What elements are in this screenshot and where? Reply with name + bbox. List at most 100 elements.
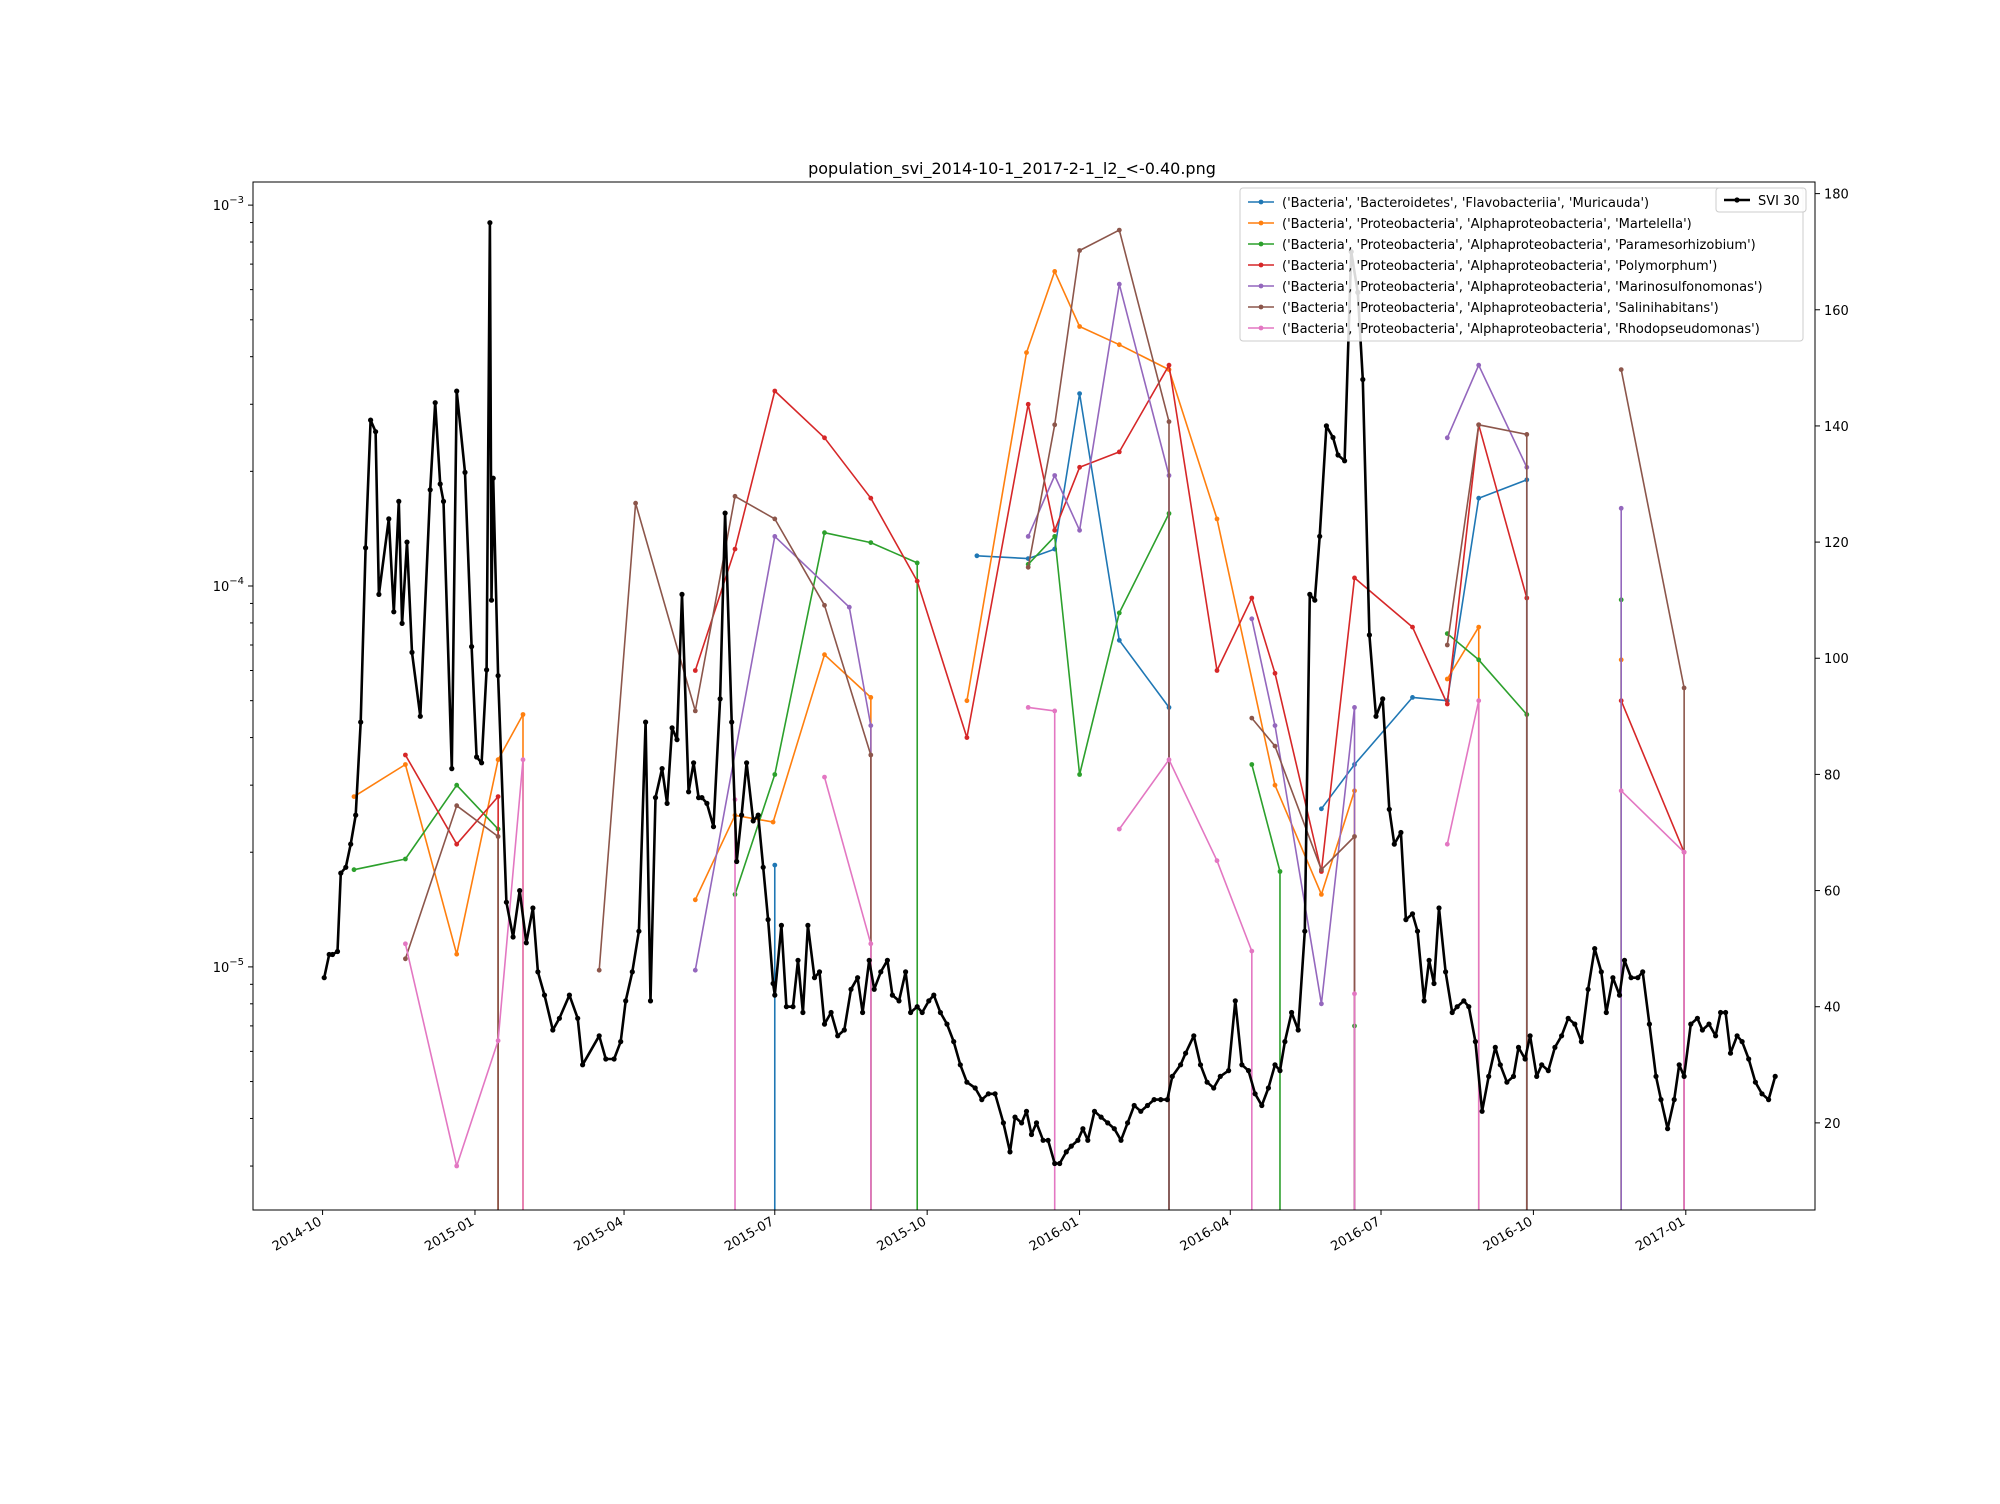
svi-point: [896, 998, 902, 1004]
svi-point: [964, 1079, 970, 1085]
svi-point: [1515, 1044, 1522, 1050]
svi-legend-label: SVI 30: [1758, 194, 1800, 209]
svi-point: [1118, 1137, 1124, 1143]
svi-point: [1045, 1137, 1051, 1143]
svi-point: [1492, 1044, 1498, 1050]
svi-point: [1342, 458, 1348, 464]
legend-marker: [1258, 262, 1264, 268]
series-2-point: [1116, 610, 1122, 616]
series-1-point: [770, 819, 776, 825]
svi-point: [710, 824, 717, 830]
series-5-line-5: [1620, 369, 1685, 689]
svi-point: [474, 754, 480, 760]
legend-marker: [1258, 304, 1264, 310]
series-1-line-2: [966, 270, 1356, 896]
svi-point: [1461, 998, 1467, 1004]
series-2-point: [1077, 772, 1082, 777]
series-3-point: [914, 578, 920, 584]
series-3-point: [732, 546, 738, 552]
svi-point: [1125, 1120, 1131, 1126]
svi-point: [1330, 434, 1336, 441]
svi-point: [1534, 1073, 1540, 1079]
series-5-point: [1444, 642, 1450, 648]
svi-point: [790, 1004, 796, 1010]
series-5-point: [1052, 422, 1058, 428]
svi-point: [1621, 957, 1628, 963]
series-1-point: [692, 897, 698, 903]
svi-point: [1217, 1073, 1223, 1079]
svi-point: [1466, 1004, 1472, 1010]
svi-point: [855, 975, 861, 981]
svi-point: [755, 812, 761, 818]
series-6-line-2: [823, 776, 872, 945]
svi-point: [1676, 1062, 1682, 1068]
svi-point: [739, 812, 745, 818]
svi-point: [1504, 1079, 1510, 1085]
series-2-point: [868, 540, 874, 545]
svi-point: [704, 800, 710, 807]
svi-point: [1766, 1097, 1772, 1103]
svi-point: [1727, 1050, 1734, 1056]
svi-point: [469, 644, 475, 650]
svi-point: [1019, 1120, 1025, 1126]
series-6: [403, 698, 1687, 1210]
svi-point: [1012, 1114, 1018, 1120]
svi-point: [1277, 1068, 1283, 1074]
series-3-point: [822, 435, 827, 441]
svi-point: [1085, 1137, 1091, 1143]
svi-point: [1252, 1091, 1258, 1097]
series-3-point: [1025, 401, 1031, 407]
y-right-tick-label: 20: [1824, 1117, 1841, 1132]
svi-point: [1527, 1033, 1533, 1039]
svi-point: [985, 1091, 992, 1097]
svi-point: [1197, 1062, 1204, 1068]
series-6-point: [1249, 948, 1255, 954]
series-2-point: [1052, 534, 1058, 539]
svi-point: [391, 609, 397, 615]
svi-point: [744, 760, 750, 766]
svi-point: [1144, 1102, 1151, 1109]
svi-point: [399, 620, 405, 627]
svi-point: [1616, 992, 1623, 998]
series-6-point: [1352, 991, 1357, 997]
svi-point: [841, 1027, 847, 1033]
svi-point: [1151, 1097, 1157, 1103]
svi-point: [495, 673, 501, 679]
series-3-point: [454, 841, 460, 847]
series-1-point: [964, 698, 970, 704]
plot-area: [321, 220, 1778, 1210]
svi-point: [770, 980, 776, 987]
series-0-point: [1116, 637, 1122, 643]
svi-point: [878, 969, 884, 975]
svi-point: [386, 516, 392, 522]
svi-point: [484, 667, 490, 673]
svi-point: [1023, 1108, 1030, 1114]
x-tick-label: 2017-01: [1633, 1214, 1688, 1254]
x-tick-label: 2016-04: [1178, 1214, 1233, 1254]
series-3-point: [1052, 527, 1058, 533]
series-5-point: [1025, 564, 1031, 570]
svi-point: [821, 1021, 828, 1027]
svi-point: [363, 545, 369, 551]
legend-marker: [1258, 241, 1264, 247]
series-1-point: [351, 794, 357, 799]
series-5-point: [1272, 743, 1278, 749]
series-6-point: [1166, 757, 1172, 763]
series-3-point: [1410, 624, 1415, 630]
svi-point: [1178, 1062, 1184, 1068]
svi-point: [674, 737, 680, 743]
series-4-point: [1116, 281, 1122, 287]
svi-point: [1578, 1039, 1584, 1045]
series-4: [692, 281, 1624, 1210]
svi-point: [866, 957, 872, 963]
series-5-point: [868, 752, 874, 758]
svi-point: [908, 1009, 914, 1016]
svi-point: [816, 969, 823, 975]
series-1-point: [1052, 269, 1058, 274]
svi-point: [937, 1009, 944, 1016]
svi-point: [409, 649, 415, 656]
svi-point: [535, 969, 541, 975]
series-0-point: [1077, 391, 1082, 396]
svi-point: [828, 1009, 834, 1016]
svi-point: [772, 992, 778, 998]
